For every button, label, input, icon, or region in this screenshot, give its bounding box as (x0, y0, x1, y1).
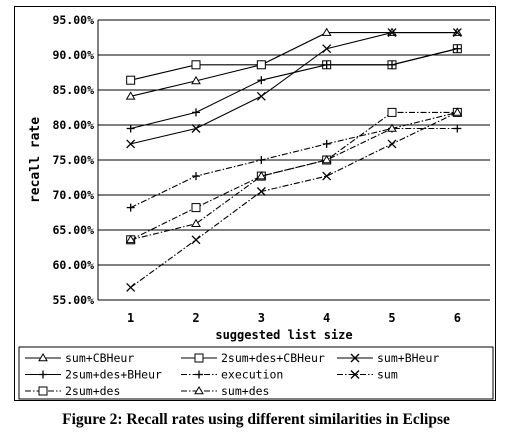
data-point-sum (322, 171, 332, 181)
data-point-sum-bheur (256, 91, 266, 101)
y-tick-label: 80.00% (52, 118, 94, 132)
data-point-sum-des (321, 155, 332, 164)
y-tick-label: 85.00% (52, 83, 94, 97)
x-tick-label: 2 (192, 311, 199, 325)
x-tick-label: 1 (127, 311, 134, 325)
data-point-sum-bheur (452, 28, 462, 38)
legend-marker-sum-bheur (350, 353, 360, 363)
data-point-sum-des (125, 234, 136, 244)
data-point-sum-cbheur (125, 91, 136, 100)
legend-marker-execution (195, 370, 203, 379)
data-point-sum (191, 235, 201, 245)
legend-label: 2sum+des+CBHeur (221, 351, 325, 365)
legend-label: 2sum+des (65, 384, 120, 398)
series-sum-bheur (126, 28, 462, 149)
figure-frame: 95.00% 90.00% 85.00% 80.00% 75.00% 70.00% 65.0… (14, 6, 496, 401)
y-tick-label: 95.00% (52, 13, 94, 27)
y-tick-label: 90.00% (52, 48, 94, 62)
data-point-sum (126, 282, 136, 292)
y-tick-label: 75.00% (52, 153, 94, 167)
data-point-execution (453, 124, 462, 133)
legend-item-sum-cbheur: sum+CBHeur (25, 351, 134, 365)
data-point-execution (192, 172, 200, 181)
legend-marker-sum-des (194, 386, 204, 395)
series-line-2sum-des-bheur (130, 48, 458, 130)
data-point-2sum-des-cbheur (191, 60, 201, 70)
series-line-2sum-des (130, 111, 458, 241)
legend-item-sum-des: sum+des (181, 384, 269, 398)
legend-label: sum+des (221, 384, 269, 398)
legend: sum+CBHeur 2sum+des+CBHeur sum+BHeur 2sum+d… (18, 346, 494, 400)
legend-marker-2sum-des (38, 386, 48, 396)
series-line-execution (130, 127, 458, 209)
legend-label: sum+CBHeur (65, 351, 134, 365)
figure-caption: Figure 2: Recall rates using different s… (62, 411, 450, 428)
series-2sum-des-bheur (126, 44, 462, 133)
legend-marker-2sum-des-bheur (39, 370, 47, 379)
data-point-sum-cbheur (191, 75, 201, 85)
x-tick-label: 3 (258, 311, 265, 325)
series-line-sum (130, 111, 458, 288)
legend-item-2sum-des: 2sum+des (25, 384, 120, 398)
x-axis-label: suggested list size (215, 328, 352, 342)
x-tick-label: 5 (388, 311, 395, 325)
legend-label: sum (377, 368, 398, 382)
data-point-sum (387, 139, 397, 149)
series-line-sum-des (130, 111, 458, 241)
x-tick-labels: 1 2 3 4 5 6 (127, 311, 461, 325)
y-tick-label: 55.00% (52, 293, 94, 307)
legend-label: 2sum+des+BHeur (65, 368, 162, 382)
data-point-sum-bheur (191, 124, 201, 133)
legend-item-2sum-des-cbheur: 2sum+des+CBHeur (181, 351, 325, 365)
data-point-sum-bheur (322, 44, 332, 54)
data-point-2sum-des-cbheur (126, 75, 136, 85)
legend-item-sum: sum (337, 368, 398, 382)
y-tick-label: 60.00% (52, 258, 94, 272)
series-2sum-des-cbheur (126, 44, 462, 85)
data-point-sum-bheur (387, 28, 397, 38)
series-sum (126, 107, 462, 292)
data-point-2sum-des-bheur (388, 60, 396, 69)
data-point-sum-cbheur (321, 27, 332, 36)
data-point-sum-bheur (126, 139, 136, 149)
data-point-2sum-des-bheur (453, 44, 462, 53)
data-point-execution (126, 203, 135, 212)
legend-marker-2sum-des-cbheur (194, 353, 204, 363)
data-point-2sum-des (387, 107, 397, 117)
legend-marker-sum-cbheur (38, 353, 48, 362)
grid-lines (97, 19, 490, 301)
series-lines (125, 27, 463, 292)
data-point-2sum-des-bheur (322, 60, 331, 69)
legend-item-execution: execution (181, 368, 283, 382)
data-point-2sum-des-bheur (257, 76, 266, 85)
legend-item-2sum-des-bheur: 2sum+des+BHeur (25, 368, 162, 382)
data-point-2sum-des (191, 203, 201, 213)
y-tick-labels: 95.00% 90.00% 85.00% 80.00% 75.00% 70.00% 65.0… (52, 13, 94, 307)
data-point-execution (257, 156, 266, 164)
data-point-sum-des (256, 171, 267, 180)
data-point-sum-des (191, 218, 201, 227)
legend-item-sum-bheur: sum+BHeur (337, 351, 439, 365)
y-tick-label: 70.00% (52, 188, 94, 202)
series-sum-cbheur (125, 27, 463, 100)
data-point-sum-des (452, 107, 463, 116)
legend-label: sum+BHeur (377, 351, 439, 365)
data-point-execution (322, 139, 331, 148)
data-point-2sum-des-cbheur (256, 60, 266, 70)
x-tick-label: 6 (454, 311, 461, 325)
y-axis-label: recall rate (28, 117, 43, 203)
legend-box (18, 346, 494, 400)
series-sum-des (125, 107, 463, 244)
legend-marker-sum (350, 370, 360, 379)
data-point-sum-des (387, 123, 397, 132)
y-tick-label: 65.00% (52, 223, 94, 237)
data-point-2sum-des-bheur (126, 124, 135, 133)
data-point-2sum-des-bheur (192, 108, 200, 117)
series-line-2sum-des-cbheur (130, 48, 458, 81)
legend-label: execution (221, 368, 283, 382)
data-point-sum (256, 187, 266, 196)
recall-line-chart: 95.00% 90.00% 85.00% 80.00% 75.00% 70.00% 65.0… (18, 13, 494, 400)
x-tick-label: 4 (323, 311, 330, 325)
